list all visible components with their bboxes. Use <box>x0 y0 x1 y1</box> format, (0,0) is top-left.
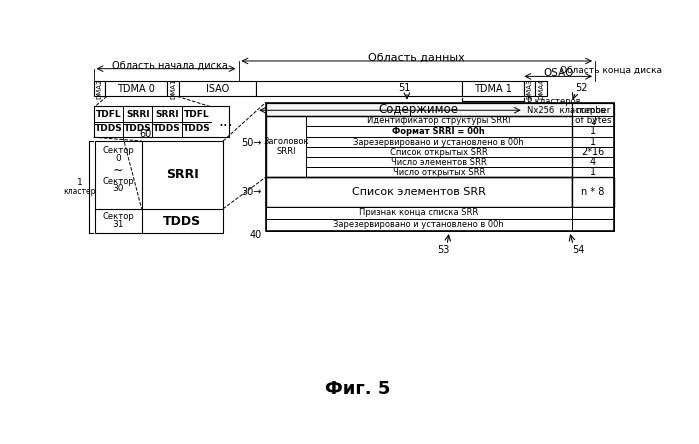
Text: TDDS: TDDS <box>153 124 181 133</box>
Text: ISAO: ISAO <box>206 84 229 94</box>
Bar <box>572 177 614 206</box>
Text: Область конца диска: Область конца диска <box>561 66 662 75</box>
Text: 52: 52 <box>575 83 587 93</box>
Bar <box>572 115 614 126</box>
Bar <box>572 137 614 147</box>
Text: Nx256  кластеров: Nx256 кластеров <box>527 106 605 115</box>
Text: DMA2: DMA2 <box>96 79 102 99</box>
Text: Зарезервировано и установлено в 00h: Зарезервировано и установлено в 00h <box>354 138 524 147</box>
Text: TDFL: TDFL <box>184 110 210 119</box>
Bar <box>535 81 547 96</box>
Text: P кластеров: P кластеров <box>527 96 580 106</box>
Text: Область начала диска: Область начала диска <box>112 60 228 71</box>
Bar <box>95 141 223 234</box>
Bar <box>306 147 572 157</box>
Text: Идентификатор структуры SRRI: Идентификатор структуры SRRI <box>367 116 510 125</box>
Text: 0: 0 <box>115 154 121 163</box>
Text: Список элементов SRR: Список элементов SRR <box>352 187 486 197</box>
Bar <box>306 157 572 167</box>
Text: 30: 30 <box>113 184 124 193</box>
Text: TDMA 1: TDMA 1 <box>474 84 512 94</box>
Text: Сектор: Сектор <box>103 212 134 221</box>
Text: number
of bytes: number of bytes <box>575 106 612 125</box>
Text: n * 8: n * 8 <box>582 187 605 197</box>
Text: Содержимое: Содержимое <box>379 103 459 115</box>
Bar <box>572 206 614 219</box>
Text: 1: 1 <box>590 167 596 177</box>
Text: Число открытых SRR: Число открытых SRR <box>393 168 485 177</box>
Bar <box>94 81 106 96</box>
Text: 1: 1 <box>590 127 596 136</box>
Bar <box>572 126 614 137</box>
Text: Признак конца списка SRR: Признак конца списка SRR <box>359 208 478 217</box>
Bar <box>266 103 572 115</box>
Bar <box>306 115 572 126</box>
Text: 51: 51 <box>398 83 411 93</box>
Text: 53: 53 <box>437 246 449 255</box>
Text: ...: ... <box>218 114 233 129</box>
Bar <box>94 107 229 137</box>
Bar <box>167 81 179 96</box>
Text: 2*16: 2*16 <box>582 147 605 157</box>
Text: 50→: 50→ <box>241 139 261 148</box>
Bar <box>306 167 572 177</box>
Text: Заголовок
SRRI: Заголовок SRRI <box>263 137 308 156</box>
Text: DMA3: DMA3 <box>526 79 533 99</box>
Text: кластер: кластер <box>64 187 96 196</box>
Text: 40: 40 <box>250 230 261 240</box>
Bar <box>572 157 614 167</box>
Bar <box>572 167 614 177</box>
Bar <box>572 147 614 157</box>
Text: 54: 54 <box>572 246 585 255</box>
Bar <box>266 103 614 115</box>
Bar <box>306 137 572 147</box>
Text: 4: 4 <box>590 157 596 167</box>
Text: 1: 1 <box>590 137 596 147</box>
Bar <box>524 81 535 96</box>
Bar <box>462 81 524 96</box>
Text: TDMA 0: TDMA 0 <box>117 84 155 94</box>
Text: SRRI: SRRI <box>126 110 150 119</box>
Text: TDDS: TDDS <box>182 124 210 133</box>
Bar <box>266 219 572 231</box>
Text: 60: 60 <box>139 129 152 139</box>
Text: 31: 31 <box>113 221 124 230</box>
Text: DMA4: DMA4 <box>538 79 544 99</box>
Text: TDDS: TDDS <box>124 124 152 133</box>
Bar <box>572 219 614 231</box>
Text: TDFL: TDFL <box>96 110 121 119</box>
Text: TDDS: TDDS <box>94 124 122 133</box>
Text: Зарезервировано и установлено в 00h: Зарезервировано и установлено в 00h <box>333 221 504 230</box>
Text: Формат SRRI = 00h: Формат SRRI = 00h <box>392 127 485 136</box>
Text: Сектор: Сектор <box>103 177 134 186</box>
Text: 30→: 30→ <box>241 187 261 197</box>
Bar <box>179 81 257 96</box>
Text: 2: 2 <box>590 115 596 126</box>
Bar <box>266 115 306 177</box>
Bar <box>266 206 572 219</box>
Text: Фиг. 5: Фиг. 5 <box>325 380 391 398</box>
Bar <box>306 126 572 137</box>
Text: TDDS: TDDS <box>164 214 201 228</box>
Bar <box>106 81 167 96</box>
Bar <box>572 103 614 129</box>
Text: OSAO: OSAO <box>543 67 573 78</box>
Text: Число элементов SRR: Число элементов SRR <box>391 158 487 167</box>
Text: 1: 1 <box>77 178 82 187</box>
Text: Список открытых SRR: Список открытых SRR <box>390 148 488 157</box>
Bar <box>257 81 462 96</box>
Text: SRRI: SRRI <box>166 168 199 182</box>
Text: ∼: ∼ <box>113 164 124 177</box>
Bar <box>266 103 614 231</box>
Bar <box>266 115 572 177</box>
Text: Сектор: Сектор <box>103 146 134 155</box>
Bar <box>266 177 572 206</box>
Text: DMA1: DMA1 <box>170 79 176 99</box>
Text: SRRI: SRRI <box>155 110 179 119</box>
Text: Область данных: Область данных <box>368 53 465 63</box>
